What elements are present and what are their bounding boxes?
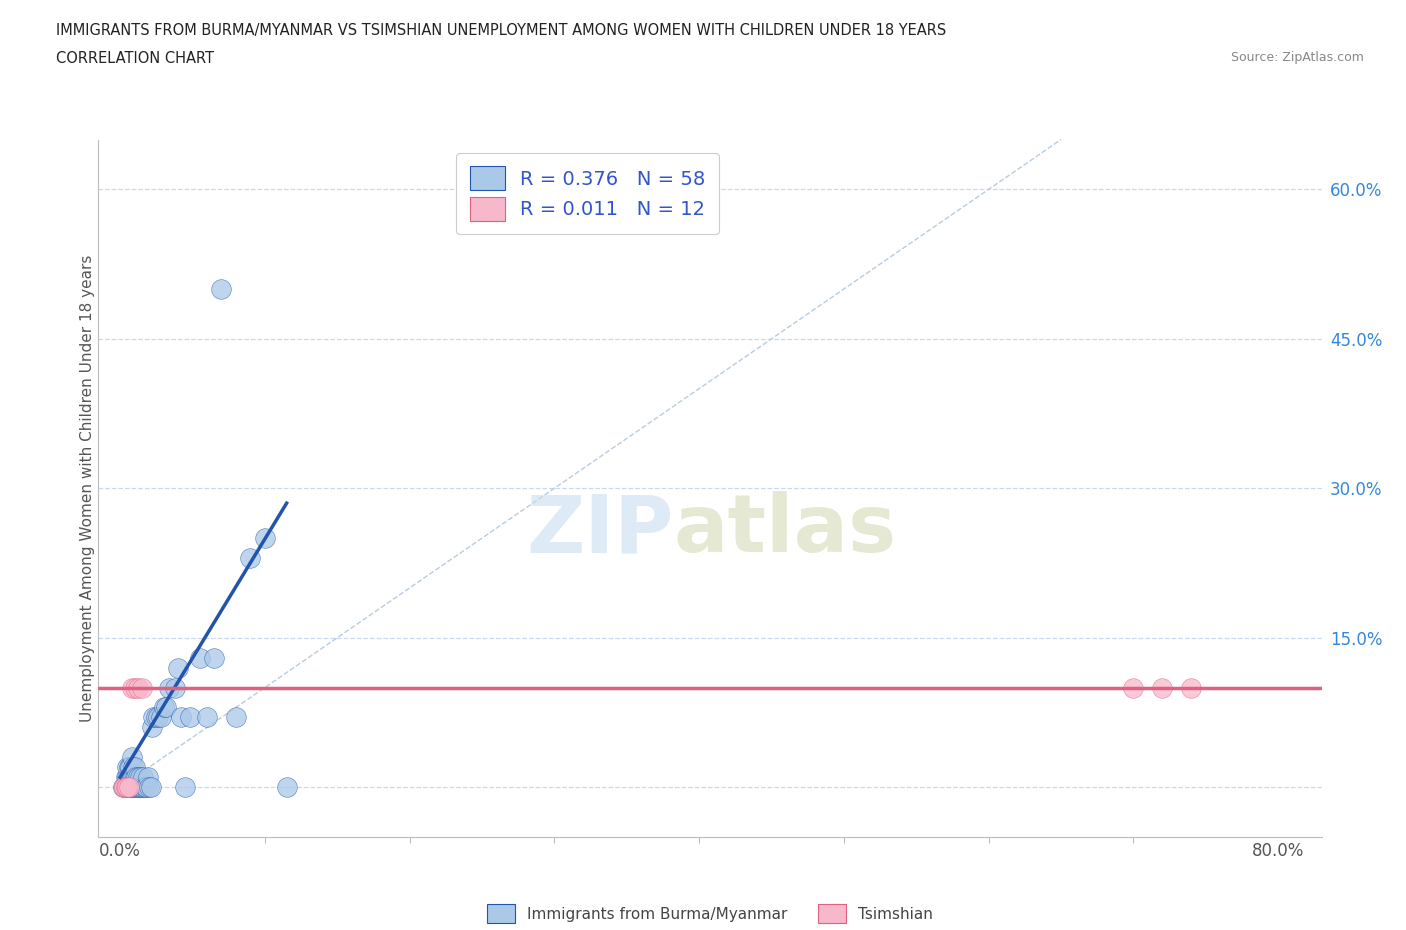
Point: [117, 779, 139, 794]
Point: [120, 770, 142, 785]
Point: [165, 680, 187, 695]
Point: [124, 779, 146, 794]
Point: [129, 779, 152, 794]
Point: [125, 779, 148, 794]
Point: [157, 680, 180, 695]
Point: [120, 760, 142, 775]
Point: [131, 779, 153, 794]
Point: [146, 710, 169, 724]
Text: Source: ZipAtlas.com: Source: ZipAtlas.com: [1230, 51, 1364, 64]
Point: [129, 770, 152, 785]
Point: [115, 770, 138, 785]
Text: ZIP: ZIP: [526, 491, 673, 569]
Point: [174, 779, 197, 794]
Point: [124, 760, 146, 775]
Text: IMMIGRANTS FROM BURMA/MYANMAR VS TSIMSHIAN UNEMPLOYMENT AMONG WOMEN WITH CHILDRE: IMMIGRANTS FROM BURMA/MYANMAR VS TSIMSHI…: [56, 23, 946, 38]
Point: [142, 710, 165, 724]
Point: [121, 750, 143, 764]
Point: [117, 770, 139, 785]
Point: [124, 770, 146, 785]
Point: [127, 680, 149, 695]
Point: [167, 660, 190, 675]
Point: [115, 779, 138, 794]
Point: [134, 779, 156, 794]
Point: [239, 551, 262, 565]
Point: [114, 779, 136, 794]
Point: [145, 710, 167, 724]
Point: [131, 680, 153, 695]
Point: [179, 710, 201, 724]
Point: [276, 779, 298, 794]
Point: [118, 760, 141, 775]
Point: [114, 779, 136, 794]
Text: atlas: atlas: [673, 491, 897, 569]
Point: [121, 680, 143, 695]
Point: [253, 531, 276, 546]
Point: [138, 779, 160, 794]
Point: [155, 700, 177, 715]
Legend: Immigrants from Burma/Myanmar, Tsimshian: Immigrants from Burma/Myanmar, Tsimshian: [477, 894, 943, 930]
Point: [127, 779, 149, 794]
Point: [132, 779, 155, 794]
Point: [122, 779, 145, 794]
Point: [112, 779, 135, 794]
Point: [117, 760, 139, 775]
Point: [139, 779, 162, 794]
Point: [124, 680, 146, 695]
Point: [122, 770, 145, 785]
Point: [117, 779, 139, 794]
Point: [170, 710, 193, 724]
Point: [115, 779, 138, 794]
Point: [141, 720, 163, 735]
Point: [225, 710, 247, 724]
Point: [136, 770, 159, 785]
Point: [121, 779, 143, 794]
Point: [1152, 680, 1174, 695]
Y-axis label: Unemployment Among Women with Children Under 18 years: Unemployment Among Women with Children U…: [80, 255, 94, 722]
Point: [122, 760, 145, 775]
Point: [1122, 680, 1144, 695]
Point: [120, 779, 142, 794]
Point: [152, 700, 174, 715]
Text: CORRELATION CHART: CORRELATION CHART: [56, 51, 214, 66]
Point: [112, 779, 135, 794]
Point: [118, 779, 141, 794]
Point: [121, 770, 143, 785]
Point: [118, 779, 141, 794]
Point: [149, 710, 172, 724]
Point: [127, 770, 149, 785]
Point: [211, 282, 233, 297]
Point: [1180, 680, 1202, 695]
Point: [135, 779, 157, 794]
Point: [188, 650, 211, 665]
Point: [128, 779, 150, 794]
Point: [118, 770, 141, 785]
Point: [125, 770, 148, 785]
Point: [195, 710, 218, 724]
Point: [202, 650, 225, 665]
Point: [132, 770, 155, 785]
